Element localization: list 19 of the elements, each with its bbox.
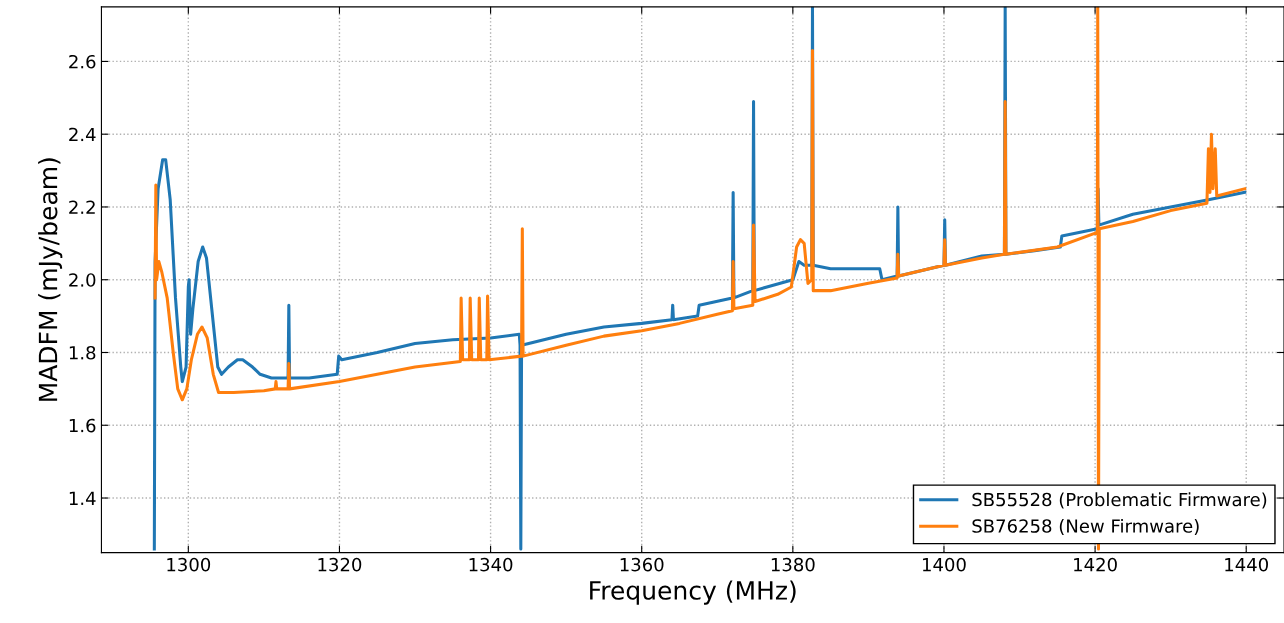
y-tick-label: 2.6	[69, 54, 96, 69]
x-tick-label: 1360	[620, 557, 664, 572]
x-tick-label: 1380	[771, 557, 815, 572]
x-tick-label: 1300	[167, 557, 211, 572]
x-tick-label: 1420	[1074, 557, 1117, 572]
y-tick-label: 1.4	[69, 491, 96, 505]
x-tick-label: 1320	[318, 557, 362, 572]
y-tick-label: 2.0	[69, 273, 96, 287]
x-axis-title: Frequency (MHz)	[590, 580, 796, 605]
y-tick-label: 1.6	[69, 418, 96, 433]
y-tick-label: 2.4	[69, 127, 96, 142]
y-tick-label: 2.2	[69, 200, 95, 214]
y-axis-title: MADFM (mJy/beam)	[38, 158, 63, 401]
x-tick-label: 1340	[469, 557, 513, 572]
x-tick-label: 1400	[922, 557, 966, 572]
legend-label: SB76258 (New Firmware)	[972, 518, 1199, 535]
legend-label: SB55528 (Problematic Firmware)	[972, 492, 1267, 509]
x-tick-label: 1440	[1225, 557, 1268, 572]
y-tick-label: 1.8	[69, 345, 96, 360]
